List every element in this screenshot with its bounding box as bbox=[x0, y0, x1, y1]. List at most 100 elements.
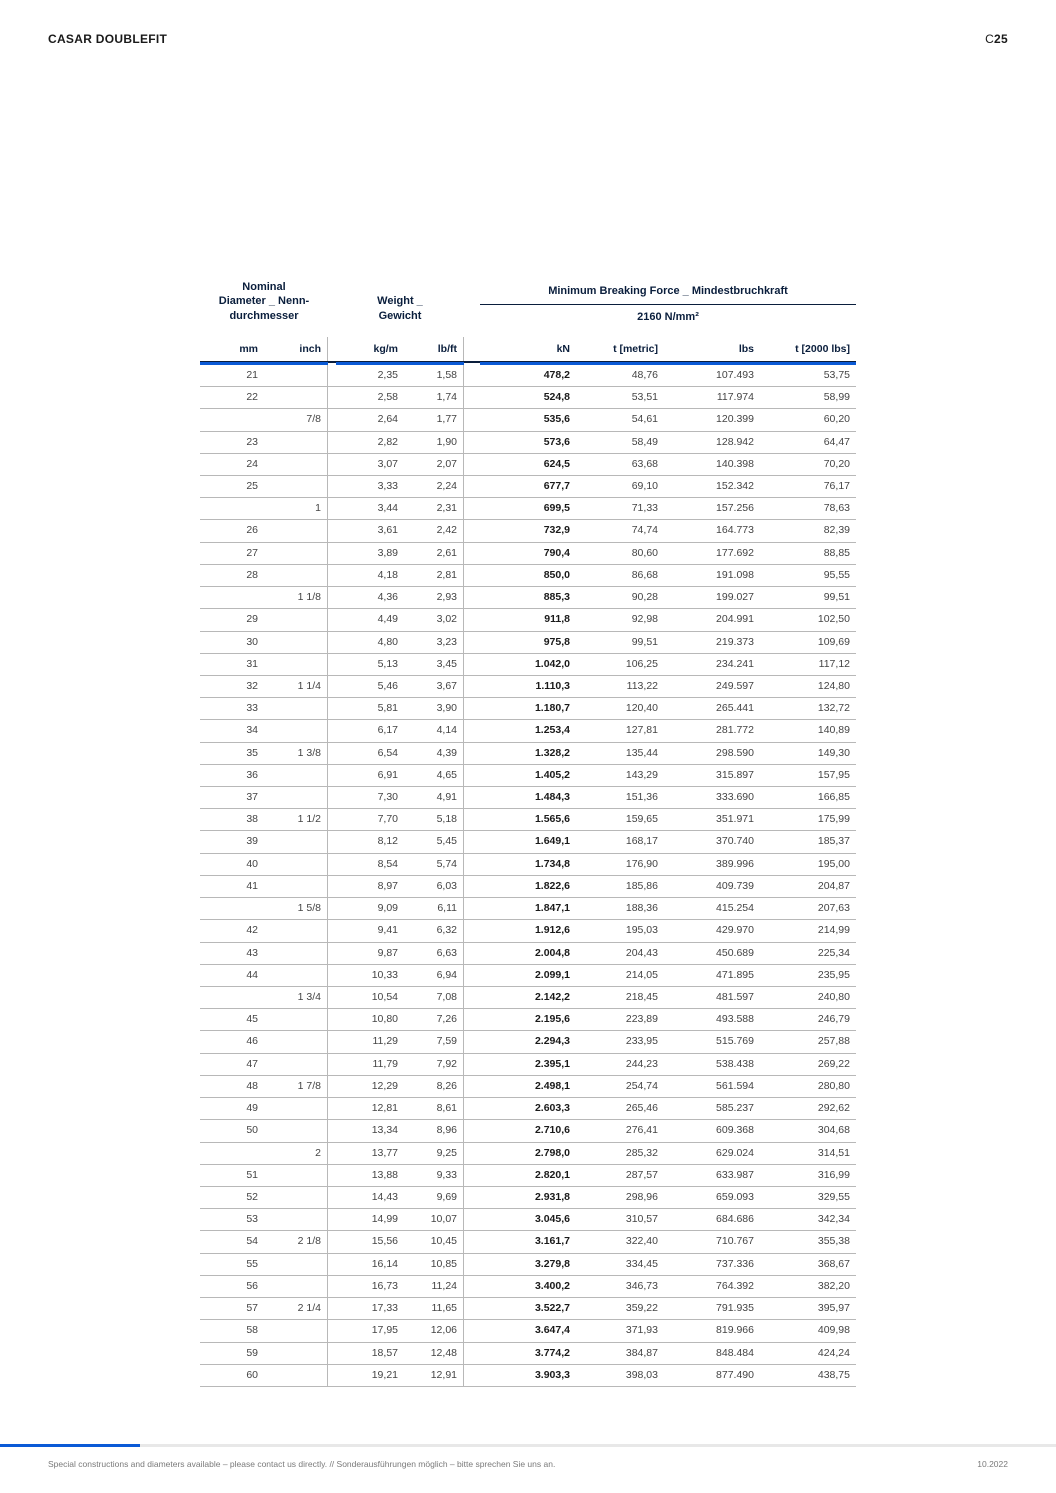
cell-lbs: 515.769 bbox=[664, 1031, 760, 1052]
cell-kn: 1.484,3 bbox=[480, 787, 576, 808]
cell-lbs: 561.594 bbox=[664, 1076, 760, 1097]
col-tm: t [metric] bbox=[576, 337, 664, 361]
cell-kgm: 3,07 bbox=[336, 454, 404, 475]
table-row: 222,581,74524,853,51117.97458,99 bbox=[200, 387, 856, 409]
cell-t2k: 76,17 bbox=[760, 476, 856, 497]
cell-kn: 3.522,7 bbox=[480, 1298, 576, 1319]
cell-kn: 3.279,8 bbox=[480, 1254, 576, 1275]
cell-lbft: 3,02 bbox=[404, 609, 464, 630]
cell-tm: 151,36 bbox=[576, 787, 664, 808]
cell-tm: 48,76 bbox=[576, 365, 664, 386]
cell-inch bbox=[264, 1165, 328, 1186]
cell-lbft: 7,92 bbox=[404, 1054, 464, 1075]
cell-tm: 185,86 bbox=[576, 876, 664, 897]
cell-lbs: 351.971 bbox=[664, 809, 760, 830]
cell-mm: 47 bbox=[200, 1054, 264, 1075]
table-row: 6019,2112,913.903,3398,03877.490438,75 bbox=[200, 1365, 856, 1387]
cell-lbs: 791.935 bbox=[664, 1298, 760, 1319]
table-row: 572 1/417,3311,653.522,7359,22791.935395… bbox=[200, 1298, 856, 1320]
cell-tm: 285,32 bbox=[576, 1143, 664, 1164]
cell-lbft: 6,63 bbox=[404, 943, 464, 964]
cell-lbs: 409.739 bbox=[664, 876, 760, 897]
cell-t2k: 157,95 bbox=[760, 765, 856, 786]
cell-t2k: 438,75 bbox=[760, 1365, 856, 1386]
cell-lbft: 2,31 bbox=[404, 498, 464, 519]
cell-lbs: 389.996 bbox=[664, 854, 760, 875]
group-weight-title: Weight _ Gewicht bbox=[377, 294, 423, 329]
cell-kgm: 10,54 bbox=[336, 987, 404, 1008]
cell-kn: 2.195,6 bbox=[480, 1009, 576, 1030]
cell-t2k: 102,50 bbox=[760, 609, 856, 630]
cell-kn: 1.110,3 bbox=[480, 676, 576, 697]
table-row: 366,914,651.405,2143,29315.897157,95 bbox=[200, 765, 856, 787]
table-row: 253,332,24677,769,10152.34276,17 bbox=[200, 476, 856, 498]
cell-t2k: 117,12 bbox=[760, 654, 856, 675]
col-lbs: lbs bbox=[664, 337, 760, 361]
col-t2k: t [2000 lbs] bbox=[760, 337, 856, 361]
cell-tm: 90,28 bbox=[576, 587, 664, 608]
cell-t2k: 88,85 bbox=[760, 543, 856, 564]
cell-mm: 58 bbox=[200, 1320, 264, 1341]
cell-t2k: 132,72 bbox=[760, 698, 856, 719]
table-row: 351 3/86,544,391.328,2135,44298.590149,3… bbox=[200, 743, 856, 765]
cell-mm: 28 bbox=[200, 565, 264, 586]
cell-tm: 310,57 bbox=[576, 1209, 664, 1230]
table-row: 4711,797,922.395,1244,23538.438269,22 bbox=[200, 1054, 856, 1076]
table-row: 213,779,252.798,0285,32629.024314,51 bbox=[200, 1143, 856, 1165]
table-row: 481 7/812,298,262.498,1254,74561.594280,… bbox=[200, 1076, 856, 1098]
header-page-number: C25 bbox=[985, 32, 1008, 46]
cell-inch bbox=[264, 1031, 328, 1052]
cell-kgm: 6,17 bbox=[336, 720, 404, 741]
cell-inch bbox=[264, 609, 328, 630]
cell-lbs: 177.692 bbox=[664, 543, 760, 564]
cell-inch bbox=[264, 920, 328, 941]
cell-t2k: 149,30 bbox=[760, 743, 856, 764]
cell-tm: 99,51 bbox=[576, 632, 664, 653]
cell-inch: 2 1/4 bbox=[264, 1298, 328, 1319]
cell-tm: 120,40 bbox=[576, 698, 664, 719]
cell-tm: 287,57 bbox=[576, 1165, 664, 1186]
cell-lbs: 117.974 bbox=[664, 387, 760, 408]
table-row: 418,976,031.822,6185,86409.739204,87 bbox=[200, 876, 856, 898]
cell-inch bbox=[264, 698, 328, 719]
cell-t2k: 316,99 bbox=[760, 1165, 856, 1186]
cell-tm: 265,46 bbox=[576, 1098, 664, 1119]
cell-kn: 885,3 bbox=[480, 587, 576, 608]
cell-tm: 398,03 bbox=[576, 1365, 664, 1386]
cell-tm: 223,89 bbox=[576, 1009, 664, 1030]
cell-kgm: 12,29 bbox=[336, 1076, 404, 1097]
cell-kn: 573,6 bbox=[480, 432, 576, 453]
cell-inch bbox=[264, 765, 328, 786]
cell-tm: 159,65 bbox=[576, 809, 664, 830]
cell-kn: 850,0 bbox=[480, 565, 576, 586]
cell-tm: 127,81 bbox=[576, 720, 664, 741]
cell-kgm: 9,09 bbox=[336, 898, 404, 919]
cell-mm: 39 bbox=[200, 831, 264, 852]
cell-inch bbox=[264, 1209, 328, 1230]
table-row: 377,304,911.484,3151,36333.690166,85 bbox=[200, 787, 856, 809]
cell-lbft: 6,32 bbox=[404, 920, 464, 941]
cell-mm: 60 bbox=[200, 1365, 264, 1386]
cell-mm: 34 bbox=[200, 720, 264, 741]
col-lbft: lb/ft bbox=[404, 337, 464, 361]
cell-mm: 53 bbox=[200, 1209, 264, 1230]
cell-lbft: 9,25 bbox=[404, 1143, 464, 1164]
cell-lbs: 219.373 bbox=[664, 632, 760, 653]
cell-mm: 41 bbox=[200, 876, 264, 897]
group-mbf: Minimum Breaking Force _ Mindestbruchkra… bbox=[480, 284, 856, 329]
cell-lbs: 429.970 bbox=[664, 920, 760, 941]
cell-inch: 1 1/8 bbox=[264, 587, 328, 608]
cell-lbs: 157.256 bbox=[664, 498, 760, 519]
cell-t2k: 60,20 bbox=[760, 409, 856, 430]
cell-kn: 1.847,1 bbox=[480, 898, 576, 919]
cell-tm: 218,45 bbox=[576, 987, 664, 1008]
cell-kgm: 6,91 bbox=[336, 765, 404, 786]
cell-lbft: 1,77 bbox=[404, 409, 464, 430]
table-row: 5817,9512,063.647,4371,93819.966409,98 bbox=[200, 1320, 856, 1342]
cell-kn: 1.822,6 bbox=[480, 876, 576, 897]
cell-mm: 46 bbox=[200, 1031, 264, 1052]
cell-kn: 3.400,2 bbox=[480, 1276, 576, 1297]
cell-kgm: 6,54 bbox=[336, 743, 404, 764]
cell-lbft: 7,26 bbox=[404, 1009, 464, 1030]
cell-lbft: 8,61 bbox=[404, 1098, 464, 1119]
